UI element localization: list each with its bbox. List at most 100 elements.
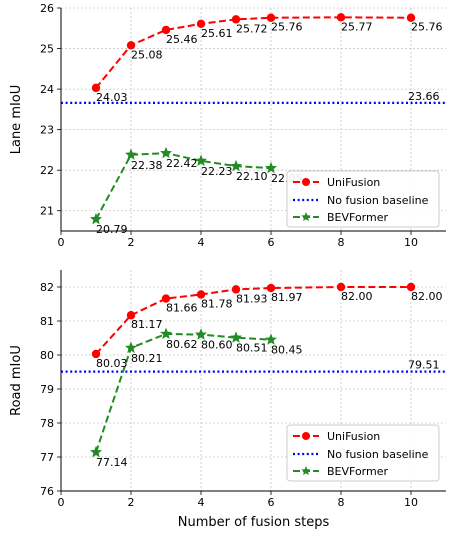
legend-unifusion-marker <box>302 178 310 186</box>
legend-baseline-label: No fusion baseline <box>327 448 429 461</box>
bevformer-line <box>95 332 272 453</box>
unifusion-value-label: 82.00 <box>341 290 373 303</box>
x-tick-label: 2 <box>128 236 135 249</box>
bevformer-line <box>95 152 272 220</box>
x-tick-label: 6 <box>268 236 275 249</box>
y-tick-label: 76 <box>40 485 54 498</box>
bevformer-point <box>229 159 243 172</box>
y-tick-label: 26 <box>40 2 54 15</box>
bevformer-point <box>264 333 278 345</box>
unifusion-point <box>406 13 416 22</box>
bevformer-value-label: 22.38 <box>131 159 163 172</box>
y-tick-label: 81 <box>40 315 54 328</box>
legend-bevformer-marker <box>301 466 311 476</box>
unifusion-point <box>126 311 136 320</box>
x-axis-label: Number of fusion steps <box>178 515 330 530</box>
unifusion-point <box>161 25 171 35</box>
bevformer-point <box>229 331 243 343</box>
bevformer-point <box>89 212 103 225</box>
unifusion-point <box>161 294 171 303</box>
bevformer-value-label: 80.51 <box>236 342 268 355</box>
y-tick-label: 21 <box>40 205 54 218</box>
unifusion-value-label: 81.97 <box>271 291 303 304</box>
bevformer-value-label: 22.10 <box>236 170 268 183</box>
unifusion-value-label: 81.78 <box>201 297 233 310</box>
y-tick-label: 77 <box>40 451 54 464</box>
unifusion-value-label: 25.76 <box>411 21 443 34</box>
unifusion-value-label: 81.93 <box>236 292 268 305</box>
y-tick-label: 78 <box>40 417 54 430</box>
y-tick-label: 25 <box>40 43 54 56</box>
unifusion-value-label: 25.08 <box>131 48 163 61</box>
unifusion-point <box>266 283 276 293</box>
unifusion-value-label: 25.61 <box>201 27 233 40</box>
legend-baseline-label: No fusion baseline <box>327 194 429 207</box>
unifusion-line <box>95 16 412 89</box>
y-axis-label: Road mIoU <box>9 345 24 416</box>
legend-bevformer-label: BEVFormer <box>327 465 388 478</box>
unifusion-value-label: 80.03 <box>96 357 128 370</box>
legend-unifusion-label: UniFusion <box>327 430 380 443</box>
x-tick-label: 4 <box>198 236 205 249</box>
x-tick-label: 8 <box>338 236 345 249</box>
bevformer-point <box>194 154 208 166</box>
x-tick-label: 2 <box>128 496 135 509</box>
panel-road: 0 2 4 6 8 10 76 77 78 79 80 81 82 Road mIoU Number of … <box>9 270 446 530</box>
x-tick-label: 0 <box>58 236 65 249</box>
unifusion-point <box>91 349 101 359</box>
legend-unifusion-label: UniFusion <box>327 176 380 189</box>
bevformer-value-label: 77.14 <box>96 456 128 469</box>
bevformer-value-label: 20.79 <box>96 223 128 236</box>
baseline-value-label: 23.66 <box>408 90 440 103</box>
unifusion-point <box>231 285 241 294</box>
bevformer-point <box>124 148 138 160</box>
bevformer-point <box>124 341 138 353</box>
bevformer-value-label: 80.45 <box>271 344 303 357</box>
bevformer-point <box>194 328 208 340</box>
y-axis-label: Lane mIoU <box>9 85 24 155</box>
unifusion-point <box>231 15 241 24</box>
bevformer-value-label: 80.21 <box>131 352 163 365</box>
unifusion-point <box>91 83 101 93</box>
unifusion-point <box>336 282 346 292</box>
bevformer-value-label: 80.60 <box>201 339 233 352</box>
unifusion-value-label: 82.00 <box>411 290 443 303</box>
x-tick-label: 10 <box>404 496 418 509</box>
x-tick-label: 6 <box>268 496 275 509</box>
x-tick-label: 0 <box>58 496 65 509</box>
x-tick-label: 10 <box>404 236 418 249</box>
bevformer-value-label: 22.42 <box>166 157 198 170</box>
unifusion-point <box>196 19 206 29</box>
y-tick-label: 82 <box>40 281 54 294</box>
bevformer-point <box>264 161 278 174</box>
y-tick-label: 79 <box>40 383 54 396</box>
unifusion-point <box>126 41 136 50</box>
unifusion-value-label: 81.17 <box>131 318 163 331</box>
legend-bevformer-label: BEVFormer <box>327 211 388 224</box>
baseline-value-label: 79.51 <box>408 359 440 372</box>
y-tick-label: 24 <box>40 83 54 96</box>
bevformer-point <box>89 445 103 458</box>
legend-box <box>286 424 440 482</box>
bevformer-point <box>159 327 173 340</box>
unifusion-point <box>336 13 346 22</box>
legend-unifusion-marker <box>302 432 310 440</box>
legend: UniFusion No fusion baseline BEVFormer <box>286 170 440 228</box>
unifusion-line <box>95 286 411 355</box>
unifusion-point <box>406 282 416 292</box>
unifusion-value-label: 81.66 <box>166 302 198 315</box>
y-tick-label: 80 <box>40 349 54 362</box>
unifusion-value-label: 24.03 <box>96 91 128 104</box>
unifusion-value-label: 25.46 <box>166 33 198 46</box>
x-tick-label: 4 <box>198 496 205 509</box>
unifusion-value-label: 25.77 <box>341 20 373 33</box>
bevformer-value-label: 22.23 <box>201 165 233 178</box>
unifusion-value-label: 25.76 <box>271 21 303 34</box>
y-tick-label: 22 <box>40 164 54 177</box>
unifusion-value-label: 25.72 <box>236 22 268 35</box>
unifusion-point <box>196 290 206 299</box>
unifusion-point <box>266 13 276 22</box>
y-tick-label: 23 <box>40 124 54 137</box>
